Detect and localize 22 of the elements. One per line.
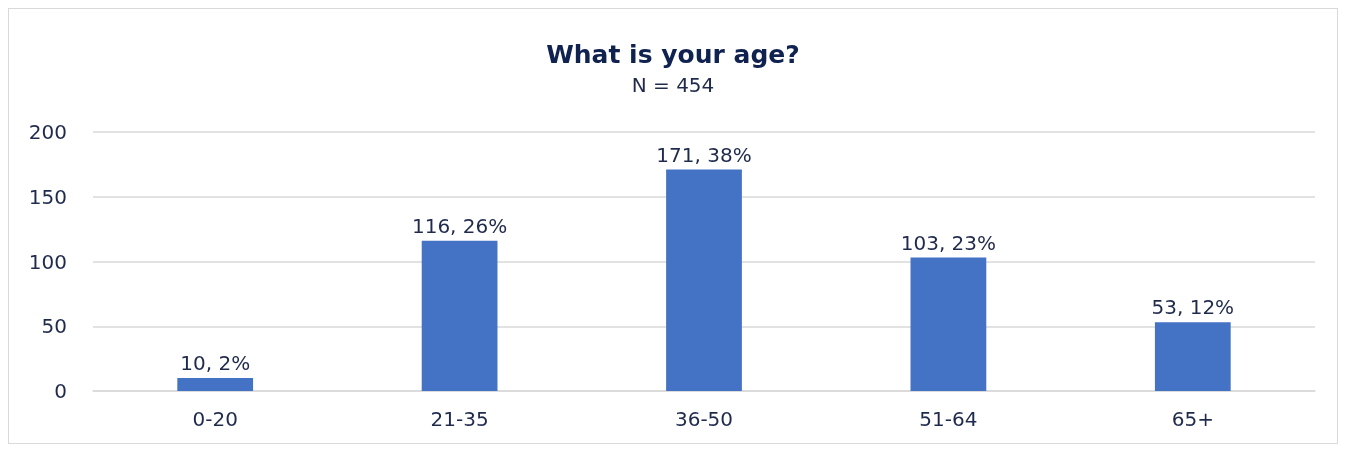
- chart-subtitle: N = 454: [631, 73, 715, 97]
- data-label: 103, 23%: [900, 230, 997, 255]
- y-tick-label: 0: [54, 379, 67, 403]
- x-tick-label: 51-64: [919, 407, 978, 431]
- bar: [666, 169, 742, 391]
- y-tick-label: 50: [41, 314, 67, 339]
- y-tick-label: 150: [28, 184, 67, 209]
- bar: [1154, 322, 1231, 391]
- x-tick-label: 0-20: [192, 407, 238, 431]
- data-label: 116, 26%: [411, 213, 508, 238]
- data-label: 171, 38%: [656, 142, 752, 167]
- y-tick-label: 100: [28, 249, 67, 274]
- y-tick-label: 200: [28, 120, 67, 144]
- chart-title: What is your age?: [546, 40, 800, 69]
- x-tick-label: 36-50: [674, 407, 734, 431]
- data-label: 53, 12%: [1151, 295, 1235, 320]
- bar: [177, 378, 254, 391]
- data-label: 10, 2%: [180, 351, 251, 376]
- x-tick-label: 21-35: [430, 407, 489, 431]
- bar: [910, 257, 987, 391]
- bar: [421, 240, 498, 391]
- x-tick-label: 65+: [1171, 407, 1214, 431]
